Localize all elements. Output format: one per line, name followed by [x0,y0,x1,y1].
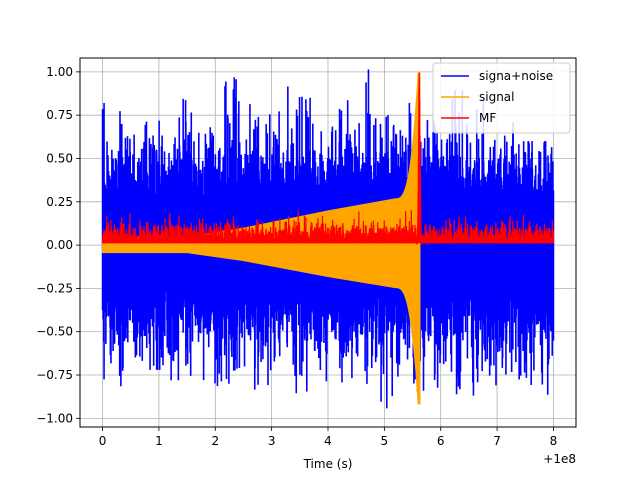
y-tick-label: −0.25 [36,281,73,295]
y-tick-label: 0.75 [46,108,73,122]
legend-entry: signal [479,90,515,104]
ticks: 0 1 2 3 4 5 6 7 8 −1.00 −0.75 −0.50 −0.25 0.00 0.25 0.5… [36,65,557,448]
x-tick-label: 3 [268,434,276,448]
x-tick-label: 1 [155,434,163,448]
x-tick-label: 6 [437,434,445,448]
y-tick-label: −0.50 [36,325,73,339]
legend-entry: signa+noise [479,69,553,83]
y-tick-label: −0.75 [36,368,73,382]
y-tick-label: 0.50 [46,151,73,165]
x-axis-label: Time (s) [303,457,353,471]
y-tick-label: 0.25 [46,195,73,209]
x-axis-offset-label: +1e8 [543,452,576,466]
x-tick-label: 4 [324,434,332,448]
x-tick-label: 0 [99,434,107,448]
x-tick-label: 2 [211,434,219,448]
x-tick-label: 8 [550,434,558,448]
y-tick-label: 0.00 [46,238,73,252]
y-tick-label: 1.00 [46,65,73,79]
legend: signa+noise signal MF [432,62,571,134]
legend-entry: MF [479,111,496,125]
x-tick-label: 5 [381,434,389,448]
x-tick-label: 7 [493,434,501,448]
series-mf-line [101,72,555,245]
legend-box [432,62,571,134]
plot-area [101,69,555,409]
y-tick-label: −1.00 [36,411,73,425]
